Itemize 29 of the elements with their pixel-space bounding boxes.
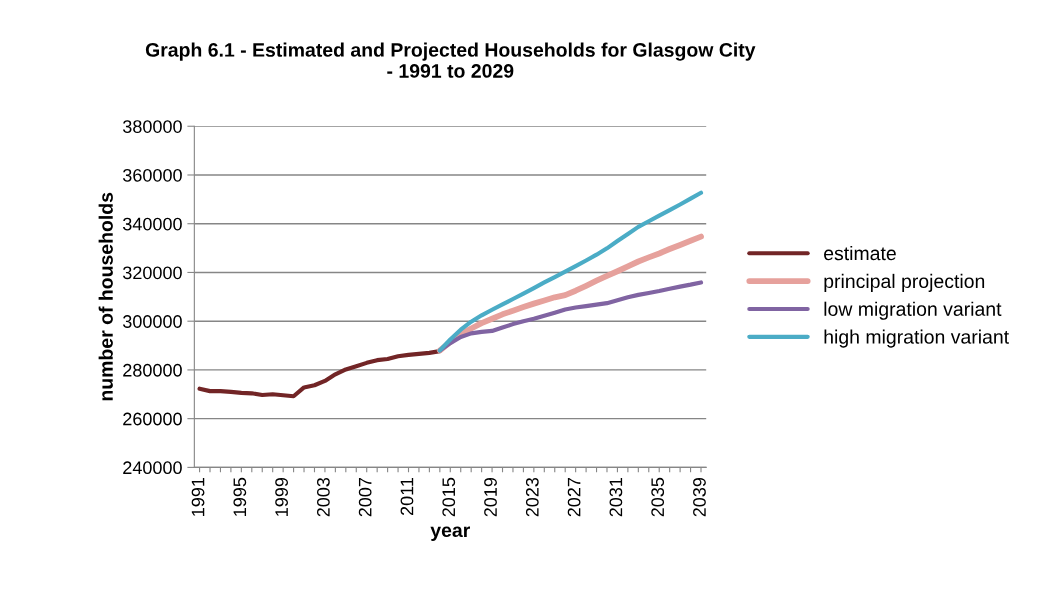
x-tick-label: 2031 [609,477,623,517]
x-tick-label: 2015 [442,477,456,517]
legend-label: estimate [824,245,896,261]
y-tick-label: 340000 [122,217,182,231]
y-tick-label: 300000 [122,315,182,328]
line-series [437,190,704,353]
legend-label: low migration variant [824,301,1002,320]
y-tick-label: 280000 [123,363,182,377]
y-tick-label: 260000 [123,412,182,426]
legend-label: high migration variant [824,329,1009,348]
x-tick-label: 1995 [233,477,247,516]
x-tick-label: 1999 [275,477,288,516]
x-tick-label: 2039 [693,477,706,517]
y-tick-label: 380000 [122,120,182,133]
x-axis-title: year [430,526,470,541]
y-tick-label: 240000 [123,461,182,475]
x-tick-label: 2035 [651,477,665,517]
y-tick-label: 320000 [122,266,182,280]
x-tick-label: 1991 [191,477,205,516]
y-axis-title: number of households [98,192,113,401]
x-tick-label: 2019 [484,477,497,517]
y-tick-label: 360000 [122,168,182,182]
x-tick-label: 2023 [525,477,539,517]
chart-title: Graph 6.1 - Estimated and Projected Households for Glasgow City - 1991 to 2029 [145,42,756,78]
x-tick-label: 2011 [400,477,414,516]
x-tick-label: 2027 [567,478,581,517]
legend-label: principal projection [824,273,985,292]
x-tick-label: 2007 [358,478,372,517]
x-tick-label: 2003 [316,477,330,517]
